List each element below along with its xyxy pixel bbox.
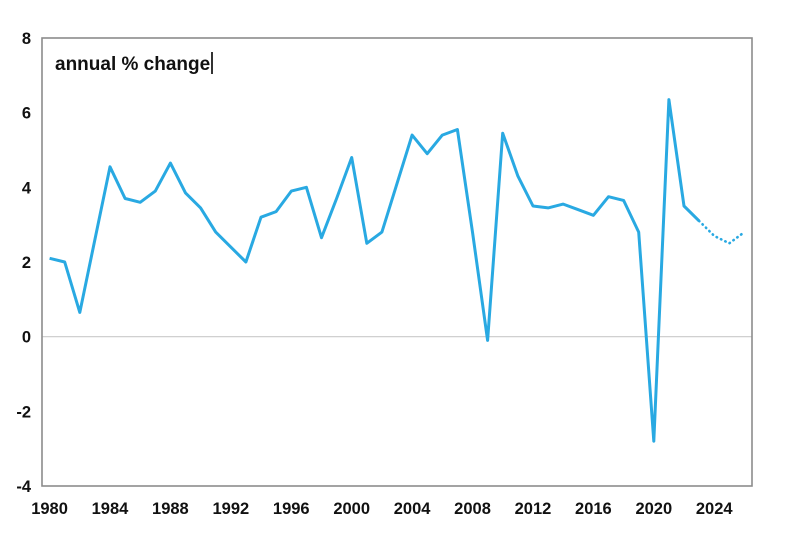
- plot-border: [41, 37, 753, 487]
- y-tick-label: -4: [16, 478, 31, 496]
- chart-title: annual % change: [55, 52, 214, 76]
- x-tick-label: 1992: [212, 500, 249, 518]
- x-tick-label: 2024: [696, 500, 734, 518]
- x-tick-label: 2016: [575, 500, 612, 518]
- y-tick-label: 0: [22, 329, 31, 347]
- actual-line: [49, 98, 701, 443]
- text-caret: [211, 52, 214, 74]
- y-tick-label: 8: [22, 30, 31, 48]
- x-tick-label: 2020: [635, 500, 672, 518]
- x-tick-label: 1984: [92, 500, 130, 518]
- y-tick-label: 2: [22, 254, 31, 272]
- x-tick-label: 1980: [31, 500, 68, 518]
- chart-title-text: annual % change: [55, 54, 211, 75]
- x-tick-label: 2004: [394, 500, 432, 518]
- forecast-line: [697, 219, 746, 245]
- y-tick-label: 6: [22, 105, 31, 123]
- x-tick-label: 2008: [454, 500, 491, 518]
- x-tick-label: 2000: [333, 500, 370, 518]
- x-tick-label: 1988: [152, 500, 189, 518]
- x-tick-label: 1996: [273, 500, 310, 518]
- y-tick-label: -2: [16, 403, 31, 421]
- x-tick-label: 2012: [515, 500, 552, 518]
- y-tick-label: 4: [22, 179, 32, 197]
